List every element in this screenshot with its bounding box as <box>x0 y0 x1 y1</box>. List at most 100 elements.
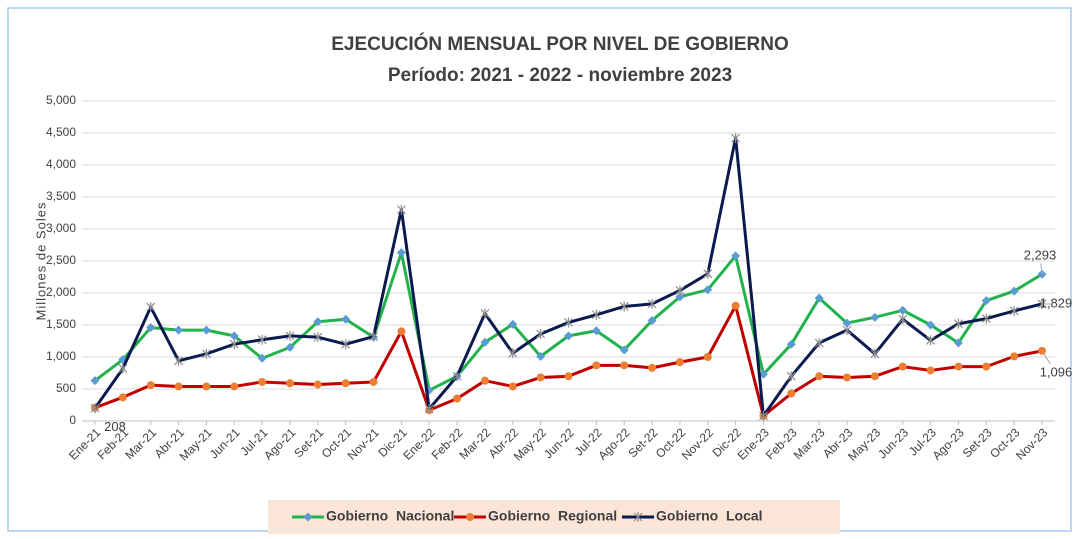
marker <box>926 335 936 346</box>
marker <box>620 361 629 370</box>
marker <box>731 133 741 144</box>
marker <box>981 296 991 306</box>
legend-label: Gobierno Regional <box>488 508 617 524</box>
marker <box>703 285 713 295</box>
marker <box>592 361 601 370</box>
marker <box>174 325 184 335</box>
marker <box>313 380 322 389</box>
marker <box>591 326 601 336</box>
label-leader <box>1040 263 1043 275</box>
marker <box>953 338 963 348</box>
marker <box>397 327 406 336</box>
marker <box>341 314 351 324</box>
y-tick-label: 2,500 <box>46 253 76 267</box>
marker <box>90 376 100 386</box>
marker <box>703 268 713 279</box>
marker <box>954 362 963 371</box>
legend-label: Gobierno Nacional <box>326 508 454 524</box>
marker <box>815 372 824 381</box>
marker <box>647 298 657 309</box>
marker <box>703 353 712 361</box>
marker <box>480 376 489 385</box>
marker <box>480 337 490 347</box>
y-tick-label: 1,500 <box>46 317 76 331</box>
marker <box>174 382 183 391</box>
marker <box>843 373 852 382</box>
marker <box>564 331 573 341</box>
y-tick-label: 3,000 <box>46 221 76 235</box>
marker <box>982 362 991 371</box>
marker <box>508 348 518 359</box>
marker <box>201 325 211 335</box>
marker <box>369 331 378 342</box>
marker <box>536 351 546 361</box>
marker <box>424 403 434 414</box>
marker <box>146 302 156 313</box>
marker <box>452 371 462 382</box>
marker <box>453 394 462 403</box>
marker <box>675 292 685 302</box>
marker <box>174 355 183 366</box>
y-tick-label: 500 <box>56 381 76 395</box>
marker <box>285 379 294 388</box>
marker <box>303 512 313 522</box>
marker <box>954 318 963 329</box>
marker <box>202 382 211 391</box>
marker <box>926 366 935 375</box>
marker <box>898 314 908 325</box>
marker <box>257 353 267 363</box>
marker <box>591 309 601 320</box>
marker <box>814 337 824 348</box>
marker <box>870 348 880 359</box>
marker <box>1009 286 1019 296</box>
marker <box>341 339 351 350</box>
marker <box>508 382 517 391</box>
marker <box>675 358 684 367</box>
marker <box>229 339 239 350</box>
marker <box>396 248 406 258</box>
marker <box>842 318 852 328</box>
marker <box>786 371 796 382</box>
y-tick-label: 2,000 <box>46 285 76 299</box>
marker <box>201 348 211 359</box>
y-tick-label: 0 <box>69 413 76 427</box>
marker <box>396 204 406 215</box>
marker <box>480 308 490 319</box>
y-tick-label: 5,000 <box>46 93 76 107</box>
marker <box>926 320 936 330</box>
marker <box>619 345 629 355</box>
marker <box>870 312 880 322</box>
y-tick-label: 4,000 <box>46 157 76 171</box>
data-label: 1,829 <box>1040 295 1073 310</box>
marker <box>842 325 852 336</box>
marker <box>647 316 657 326</box>
marker <box>536 373 545 382</box>
marker <box>369 377 378 386</box>
marker <box>229 331 239 341</box>
marker <box>564 317 573 328</box>
marker <box>118 393 127 402</box>
y-axis-label: Millones de Soles <box>33 202 48 321</box>
marker <box>90 403 100 414</box>
y-tick-label: 3,500 <box>46 189 76 203</box>
marker <box>313 317 323 327</box>
marker <box>675 285 685 296</box>
data-label: 2,293 <box>1024 248 1057 263</box>
label-leader <box>1041 350 1051 365</box>
marker <box>285 342 295 352</box>
marker <box>758 369 768 379</box>
data-label: 208 <box>104 419 126 434</box>
marker <box>648 363 657 372</box>
marker <box>1010 352 1019 361</box>
marker <box>759 410 768 421</box>
marker <box>1009 305 1019 316</box>
marker <box>146 381 155 390</box>
marker <box>870 372 879 381</box>
marker <box>313 332 323 343</box>
chart-title: EJECUCIÓN MENSUAL POR NIVEL DE GOBIERNO <box>331 33 788 55</box>
marker <box>564 372 573 381</box>
chart-subtitle: Período: 2021 - 2022 - noviembre 2023 <box>388 65 732 86</box>
marker <box>731 301 740 310</box>
marker <box>536 328 546 339</box>
